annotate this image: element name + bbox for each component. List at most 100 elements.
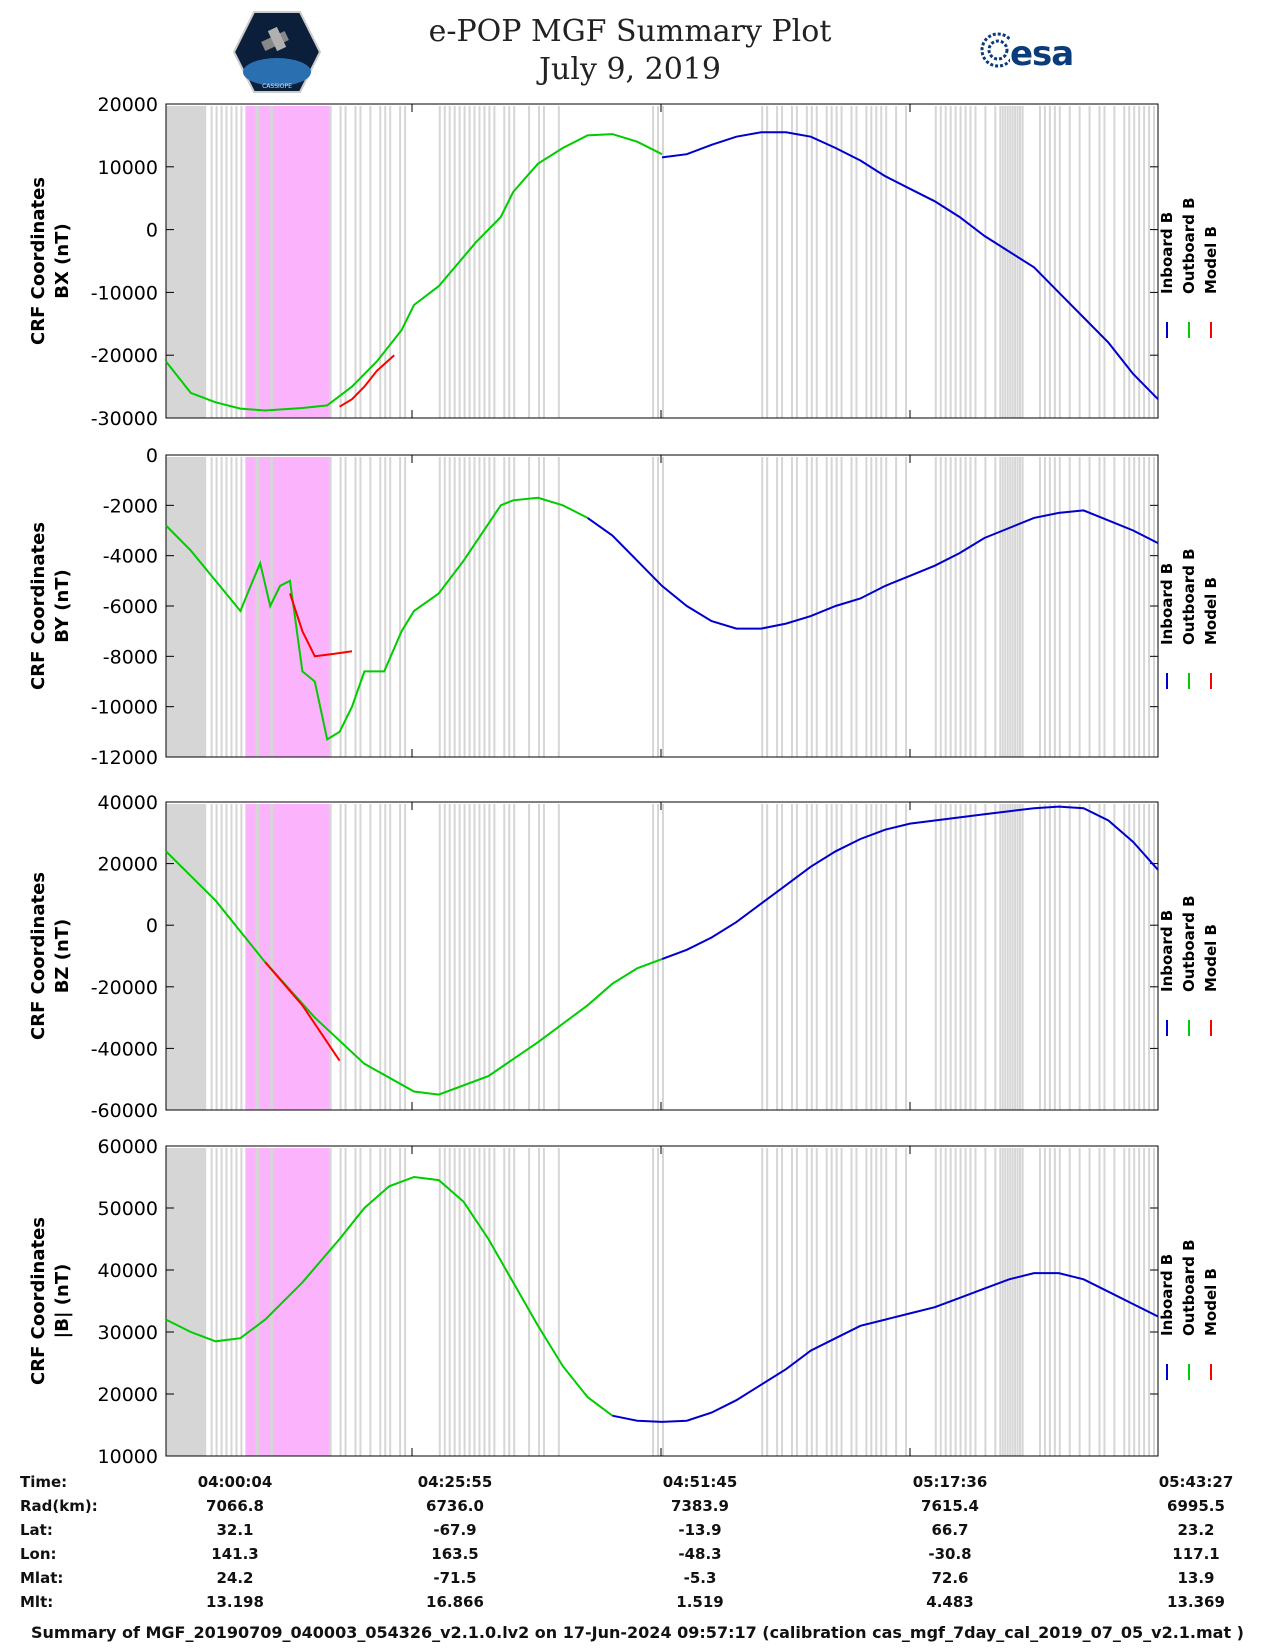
data-gap-stripe (1148, 106, 1151, 418)
footer-cell: 13.369 (1167, 1593, 1225, 1611)
data-gap-stripe (369, 457, 372, 757)
data-gap-stripe (329, 1148, 332, 1456)
data-gap-stripe (542, 457, 545, 757)
data-gap-stripe (483, 1148, 486, 1456)
data-gap-stripe (825, 804, 828, 1110)
data-gap-stripe (190, 457, 194, 757)
data-gap-stripe (969, 457, 972, 757)
data-gap-stripe (458, 1148, 461, 1456)
plot-frame (165, 801, 1159, 1111)
footer-cell: 117.1 (1172, 1545, 1220, 1563)
data-gap-stripe (438, 804, 441, 1110)
data-gap-stripe (478, 1148, 481, 1456)
data-gap-stripe (1016, 457, 1019, 757)
series-line-model-b (264, 961, 341, 1062)
data-gap-stripe (1103, 457, 1106, 757)
data-gap-stripe (1009, 457, 1012, 757)
data-gap-stripe (1103, 804, 1106, 1110)
data-gap-stripe (1009, 804, 1012, 1110)
data-gap-stripe (538, 106, 540, 418)
data-gap-stripe (1058, 1148, 1061, 1456)
data-gap-stripe (984, 106, 987, 418)
data-gap-stripe (188, 1148, 192, 1456)
data-gap-stripe (542, 804, 545, 1110)
data-gap-stripe (198, 1148, 202, 1456)
data-gap-stripe (830, 804, 833, 1110)
data-gap-stripe (166, 1148, 169, 1456)
data-gap-stripe (949, 457, 952, 757)
data-gap-stripe (964, 1148, 967, 1456)
data-gap-stripe (188, 457, 192, 757)
data-gap-stripe (875, 804, 878, 1110)
data-gap-stripe (850, 1148, 853, 1456)
data-gap-stripe (235, 1148, 238, 1456)
data-gap-stripe (493, 106, 496, 418)
data-gap-stripe (959, 1148, 962, 1456)
data-gap-stripe (528, 804, 531, 1110)
data-gap-stripe (1004, 1148, 1007, 1456)
data-gap-stripe (1011, 804, 1014, 1110)
data-gap-stripe (850, 804, 853, 1110)
data-gap-stripe (270, 457, 274, 757)
data-gap-stripe (215, 106, 218, 418)
y-axis-label: CRF Coordinates (28, 872, 49, 1040)
data-gap-stripe (1098, 1148, 1101, 1456)
data-gap-stripe (188, 106, 192, 418)
series-line-inboard-b (587, 509, 1159, 630)
data-gap-stripe (270, 804, 274, 1110)
data-gap-stripe (761, 1148, 764, 1456)
data-gap-stripe (939, 1148, 942, 1456)
data-gap-stripe (781, 457, 784, 757)
data-gap-stripe (170, 106, 174, 418)
data-gap-stripe (1143, 804, 1146, 1110)
data-gap-stripe (178, 457, 182, 757)
data-gap-stripe (220, 106, 223, 418)
data-gap-stripe (999, 804, 1002, 1110)
data-gap-stripe (404, 457, 407, 757)
data-gap-stripe (1019, 457, 1022, 757)
data-gap-stripe (270, 1148, 274, 1456)
data-gap-stripe (166, 457, 169, 757)
footer-cell: 163.5 (431, 1545, 479, 1563)
data-gap-stripe (1019, 106, 1022, 418)
data-gap-stripe (493, 1148, 496, 1456)
data-gap-stripe (463, 106, 466, 418)
data-gap-stripe (964, 804, 967, 1110)
data-gap-stripe (885, 457, 888, 757)
data-gap-stripe (835, 106, 838, 418)
footer-cell: 04:51:45 (662, 1473, 738, 1491)
data-gap-stripe (168, 804, 172, 1110)
data-gap-stripe (230, 1148, 233, 1456)
data-gap-stripe (1143, 457, 1146, 757)
data-gap-stripe (1148, 457, 1151, 757)
data-gap-stripe (173, 804, 177, 1110)
data-gap-stripe (448, 804, 451, 1110)
data-gap-stripe (183, 804, 187, 1110)
data-gap-stripe (359, 106, 362, 418)
data-gap-stripe (339, 106, 342, 418)
data-gap-stripe (781, 1148, 784, 1456)
data-gap-stripe (1043, 457, 1046, 757)
footer-cell: 13.198 (206, 1593, 264, 1611)
y-tick-label: 20000 (98, 854, 158, 876)
data-gap-stripe (880, 804, 883, 1110)
data-gap-stripe (810, 457, 813, 757)
data-gap-stripe (810, 1148, 813, 1456)
data-gap-stripe (905, 804, 908, 1110)
data-gap-stripe (557, 457, 560, 757)
data-gap-stripe (463, 1148, 466, 1456)
data-gap-stripe (815, 1148, 818, 1456)
data-gap-stripe (493, 457, 496, 757)
series-line-outboard-b (165, 1175, 614, 1417)
data-gap-stripe (1078, 804, 1081, 1110)
data-gap-stripe (478, 457, 481, 757)
y-tick-label: -10000 (91, 697, 158, 719)
data-gap-stripe (1011, 457, 1014, 757)
y-tick-label: 20000 (98, 1384, 158, 1406)
data-gap-stripe (193, 804, 197, 1110)
data-gap-stripe (508, 457, 511, 757)
data-gap-stripe (1038, 804, 1041, 1110)
footer-cell: 16.866 (426, 1593, 484, 1611)
data-gap-stripe (173, 106, 177, 418)
data-gap-stripe (840, 804, 843, 1110)
